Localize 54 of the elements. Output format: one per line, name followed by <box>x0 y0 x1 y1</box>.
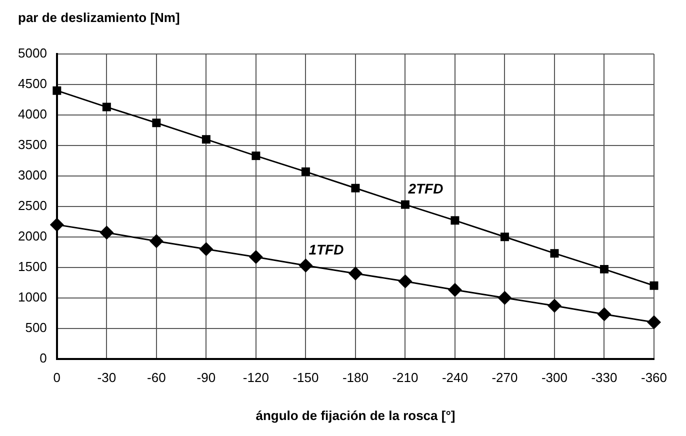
x-tick-label: -90 <box>196 370 216 386</box>
x-tick-label: -210 <box>392 370 418 386</box>
point <box>450 216 460 225</box>
y-tick-label: 2000 <box>18 228 47 244</box>
x-tick-label: -120 <box>242 370 269 386</box>
x-axis-title: ángulo de fijación de la rosca [°] <box>256 408 456 423</box>
point <box>348 266 362 280</box>
point <box>550 249 559 258</box>
point <box>199 242 214 256</box>
point <box>252 152 260 160</box>
x-tick-label: -270 <box>492 370 518 386</box>
y-tick-label: 5000 <box>18 46 47 61</box>
point <box>597 307 612 322</box>
y-tick-label: 2500 <box>18 198 47 213</box>
point <box>202 135 210 144</box>
x-tick-label: -330 <box>591 370 618 386</box>
y-tick-label: 3500 <box>18 137 47 152</box>
y-tick-label: 500 <box>25 320 47 335</box>
y-tick-label: 0 <box>40 350 47 366</box>
point <box>500 232 509 242</box>
point <box>498 290 512 305</box>
point <box>52 86 62 95</box>
point <box>50 218 64 232</box>
point <box>647 315 661 330</box>
point <box>398 274 412 288</box>
point <box>650 281 658 290</box>
point <box>351 184 360 192</box>
x-tick-label: -240 <box>442 370 468 386</box>
y-tick-label: 1000 <box>18 289 47 304</box>
x-tick-label: -60 <box>147 370 166 386</box>
y-tick-label: 3000 <box>18 168 47 182</box>
point <box>301 167 310 176</box>
y-axis-title: par de deslizamiento [Nm] <box>18 10 180 26</box>
x-tick-label: -150 <box>292 370 319 386</box>
x-tick-label: -180 <box>342 370 368 386</box>
x-tick-label: -30 <box>97 370 116 386</box>
point <box>298 258 313 273</box>
point <box>100 226 114 240</box>
series-label: 1TFD <box>308 241 344 258</box>
x-tick-label: -300 <box>541 370 568 386</box>
x-tick-label: -360 <box>640 370 668 386</box>
point <box>448 282 462 297</box>
x-tick-label: 0 <box>53 370 61 386</box>
y-tick-label: 1500 <box>18 258 47 274</box>
point <box>152 118 161 128</box>
y-tick-label: 4000 <box>18 106 47 122</box>
point <box>149 234 164 248</box>
y-tick-label: 4500 <box>18 76 47 92</box>
point <box>248 250 263 264</box>
point <box>102 102 111 112</box>
point <box>400 200 410 209</box>
point <box>547 298 562 313</box>
point <box>600 264 608 274</box>
series-label: 2TFD <box>407 180 444 196</box>
